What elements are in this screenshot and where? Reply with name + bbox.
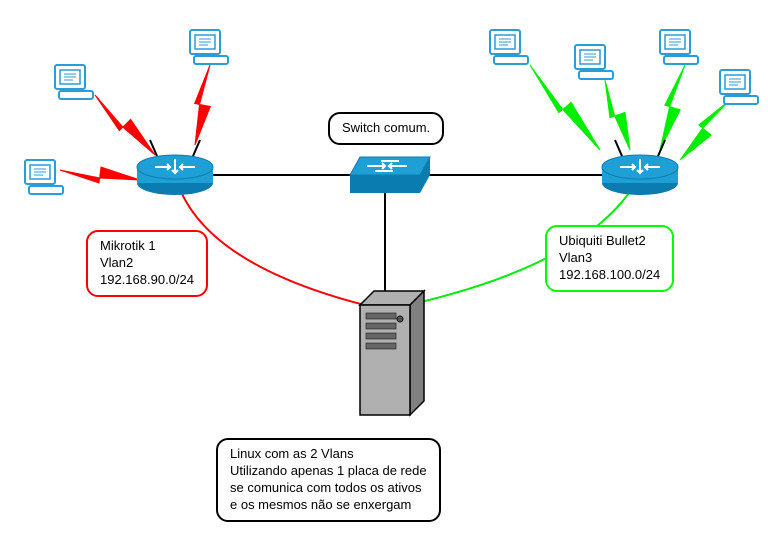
- ubiquiti-label: Ubiquiti Bullet2 Vlan3 192.168.100.0/24: [545, 225, 674, 292]
- pc-icon: [575, 45, 613, 79]
- mikrotik-line2: Vlan2: [100, 255, 194, 272]
- pc-icon: [660, 30, 698, 64]
- pc-icon: [55, 65, 93, 99]
- ubiquiti-line3: 192.168.100.0/24: [559, 267, 660, 284]
- pc-icon: [190, 30, 228, 64]
- pc-icon: [720, 70, 758, 104]
- server-label: Linux com as 2 Vlans Utilizando apenas 1…: [216, 438, 441, 522]
- switch-label-text: Switch comum.: [342, 120, 430, 135]
- pc-icon: [490, 30, 528, 64]
- server-line4: e os mesmos não se enxergam: [230, 497, 427, 514]
- switch-icon: [350, 157, 430, 193]
- ubiquiti-line1: Ubiquiti Bullet2: [559, 233, 660, 250]
- pc-icon: [25, 160, 63, 194]
- mikrotik-line1: Mikrotik 1: [100, 238, 194, 255]
- mikrotik-line3: 192.168.90.0/24: [100, 272, 194, 289]
- switch-label: Switch comum.: [328, 112, 444, 145]
- server-line1: Linux com as 2 Vlans: [230, 446, 427, 463]
- server-line3: se comunica com todos os ativos: [230, 480, 427, 497]
- ubiquiti-line2: Vlan3: [559, 250, 660, 267]
- server-line2: Utilizando apenas 1 placa de rede: [230, 463, 427, 480]
- router-icon: [602, 140, 678, 195]
- server-icon: [360, 291, 424, 415]
- mikrotik-label: Mikrotik 1 Vlan2 192.168.90.0/24: [86, 230, 208, 297]
